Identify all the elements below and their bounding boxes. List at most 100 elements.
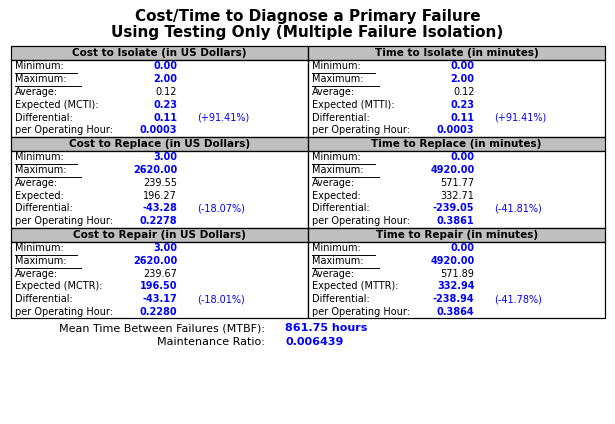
Text: Maintenance Ratio:: Maintenance Ratio: bbox=[157, 338, 265, 347]
Text: 571.77: 571.77 bbox=[440, 178, 474, 188]
Text: (-18.01%): (-18.01%) bbox=[197, 294, 245, 304]
Text: 332.94: 332.94 bbox=[437, 282, 474, 291]
Text: 0.3864: 0.3864 bbox=[437, 307, 474, 317]
Text: Maximum:: Maximum: bbox=[312, 74, 364, 84]
Text: 0.2278: 0.2278 bbox=[140, 216, 177, 226]
Text: 0.00: 0.00 bbox=[450, 61, 474, 71]
Text: Cost to Replace (in US Dollars): Cost to Replace (in US Dollars) bbox=[69, 139, 250, 149]
Text: 0.23: 0.23 bbox=[153, 100, 177, 110]
Text: Minimum:: Minimum: bbox=[15, 152, 63, 162]
Text: 2.00: 2.00 bbox=[153, 74, 177, 84]
Bar bbox=[10, 151, 308, 228]
Text: (+91.41%): (+91.41%) bbox=[494, 113, 547, 123]
Text: Mean Time Between Failures (MTBF):: Mean Time Between Failures (MTBF): bbox=[60, 324, 265, 333]
Text: -43.17: -43.17 bbox=[143, 294, 177, 304]
Bar bbox=[10, 60, 308, 137]
Text: per Operating Hour:: per Operating Hour: bbox=[312, 126, 410, 135]
Text: 196.27: 196.27 bbox=[143, 191, 177, 201]
Bar bbox=[10, 46, 308, 60]
Text: per Operating Hour:: per Operating Hour: bbox=[15, 216, 113, 226]
Bar bbox=[10, 242, 308, 318]
Text: -238.94: -238.94 bbox=[433, 294, 474, 304]
Text: 239.67: 239.67 bbox=[143, 268, 177, 279]
Text: 3.00: 3.00 bbox=[153, 243, 177, 253]
Text: 332.71: 332.71 bbox=[440, 191, 474, 201]
Bar bbox=[10, 137, 308, 151]
Text: Expected (MCTI):: Expected (MCTI): bbox=[15, 100, 98, 110]
Text: per Operating Hour:: per Operating Hour: bbox=[15, 307, 113, 317]
Bar bbox=[308, 137, 605, 151]
Bar bbox=[308, 242, 605, 318]
Text: Differential:: Differential: bbox=[15, 204, 73, 213]
Text: 0.11: 0.11 bbox=[450, 113, 474, 123]
Text: Minimum:: Minimum: bbox=[15, 61, 63, 71]
Bar bbox=[308, 46, 605, 60]
Text: Maximum:: Maximum: bbox=[15, 74, 66, 84]
Text: 0.12: 0.12 bbox=[156, 87, 177, 97]
Bar bbox=[10, 242, 308, 318]
Text: 2620.00: 2620.00 bbox=[133, 256, 177, 266]
Text: -43.28: -43.28 bbox=[143, 204, 177, 213]
Text: per Operating Hour:: per Operating Hour: bbox=[15, 126, 113, 135]
Bar bbox=[10, 137, 308, 151]
Text: Maximum:: Maximum: bbox=[312, 165, 364, 175]
Text: Expected (MCTR):: Expected (MCTR): bbox=[15, 282, 102, 291]
Text: per Operating Hour:: per Operating Hour: bbox=[312, 216, 410, 226]
Bar bbox=[10, 60, 308, 137]
Bar bbox=[308, 137, 605, 151]
Text: 0.00: 0.00 bbox=[153, 61, 177, 71]
Bar bbox=[308, 60, 605, 137]
Text: Average:: Average: bbox=[15, 87, 58, 97]
Text: 4920.00: 4920.00 bbox=[430, 256, 474, 266]
Text: Differential:: Differential: bbox=[312, 294, 370, 304]
Text: Minimum:: Minimum: bbox=[15, 243, 63, 253]
Text: Average:: Average: bbox=[312, 268, 355, 279]
Bar bbox=[10, 46, 308, 60]
Text: Maximum:: Maximum: bbox=[15, 165, 66, 175]
Text: per Operating Hour:: per Operating Hour: bbox=[312, 307, 410, 317]
Text: Expected:: Expected: bbox=[312, 191, 361, 201]
Text: Minimum:: Minimum: bbox=[312, 152, 361, 162]
Text: 0.00: 0.00 bbox=[450, 152, 474, 162]
Text: 0.006439: 0.006439 bbox=[285, 338, 344, 347]
Text: Average:: Average: bbox=[312, 178, 355, 188]
Text: 239.55: 239.55 bbox=[143, 178, 177, 188]
Bar bbox=[308, 46, 605, 60]
Text: 0.2280: 0.2280 bbox=[140, 307, 177, 317]
Bar bbox=[308, 228, 605, 242]
Bar bbox=[10, 151, 308, 228]
Bar bbox=[308, 228, 605, 242]
Text: Using Testing Only (Multiple Failure Isolation): Using Testing Only (Multiple Failure Iso… bbox=[111, 25, 504, 40]
Text: Cost to Repair (in US Dollars): Cost to Repair (in US Dollars) bbox=[73, 230, 246, 240]
Text: Maximum:: Maximum: bbox=[312, 256, 364, 266]
Text: Cost to Isolate (in US Dollars): Cost to Isolate (in US Dollars) bbox=[72, 48, 247, 58]
Text: 0.00: 0.00 bbox=[450, 243, 474, 253]
Text: Average:: Average: bbox=[15, 178, 58, 188]
Text: Differential:: Differential: bbox=[15, 294, 73, 304]
Text: 3.00: 3.00 bbox=[153, 152, 177, 162]
Text: 4920.00: 4920.00 bbox=[430, 165, 474, 175]
Text: Minimum:: Minimum: bbox=[312, 243, 361, 253]
Text: Average:: Average: bbox=[15, 268, 58, 279]
Text: 196.50: 196.50 bbox=[140, 282, 177, 291]
Text: Maximum:: Maximum: bbox=[15, 256, 66, 266]
Text: (-41.81%): (-41.81%) bbox=[494, 204, 542, 213]
Bar bbox=[308, 242, 605, 318]
Text: Cost/Time to Diagnose a Primary Failure: Cost/Time to Diagnose a Primary Failure bbox=[135, 9, 480, 24]
Text: 571.89: 571.89 bbox=[440, 268, 474, 279]
Text: Expected (MTTI):: Expected (MTTI): bbox=[312, 100, 395, 110]
Text: Differential:: Differential: bbox=[15, 113, 73, 123]
Bar bbox=[308, 151, 605, 228]
Text: (-18.07%): (-18.07%) bbox=[197, 204, 245, 213]
Text: (+91.41%): (+91.41%) bbox=[197, 113, 250, 123]
Text: (-41.78%): (-41.78%) bbox=[494, 294, 542, 304]
Text: Differential:: Differential: bbox=[312, 204, 370, 213]
Text: Time to Replace (in minutes): Time to Replace (in minutes) bbox=[371, 139, 542, 149]
Text: Time to Repair (in minutes): Time to Repair (in minutes) bbox=[376, 230, 538, 240]
Text: 0.23: 0.23 bbox=[450, 100, 474, 110]
Text: Differential:: Differential: bbox=[312, 113, 370, 123]
Bar bbox=[308, 151, 605, 228]
Text: 0.0003: 0.0003 bbox=[437, 126, 474, 135]
Bar bbox=[308, 60, 605, 137]
Text: 2620.00: 2620.00 bbox=[133, 165, 177, 175]
